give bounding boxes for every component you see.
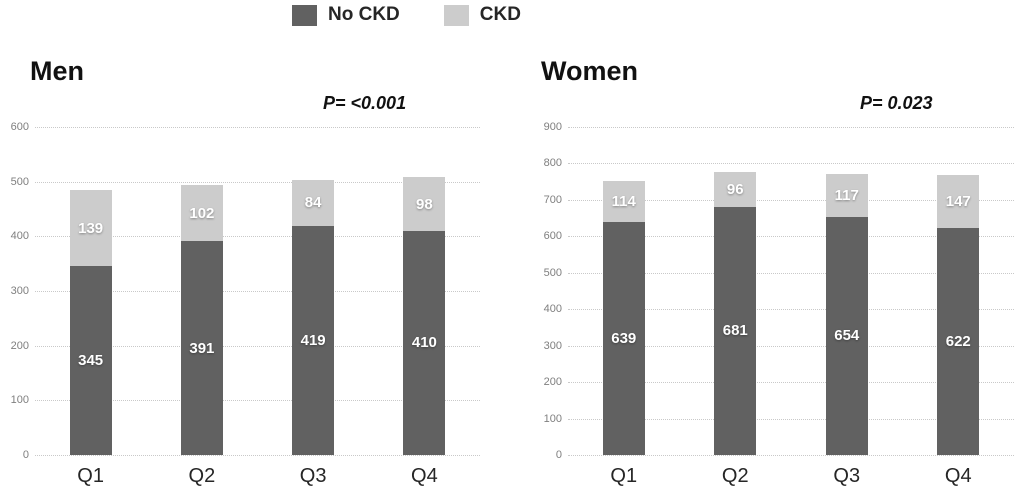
bar-segment-ckd: 147 — [937, 174, 980, 229]
legend-item-ckd: CKD — [443, 4, 521, 26]
bar-segment-ckd: 84 — [292, 180, 335, 226]
bar-segment-no-ckd: 345 — [69, 266, 112, 455]
bar-value-label: 419 — [300, 331, 326, 349]
y-axis-tick-label: 900 — [543, 121, 562, 133]
y-axis-tick-label: 100 — [10, 394, 29, 407]
gridline — [568, 236, 1014, 238]
y-axis-tick-label: 600 — [10, 121, 29, 133]
bar-segment-no-ckd: 654 — [825, 216, 868, 455]
bar-segment-no-ckd: 419 — [292, 225, 335, 455]
y-axis-tick-label: 800 — [543, 157, 562, 170]
legend-item-no-ckd: No CKD — [292, 4, 400, 26]
bar-value-label: 117 — [834, 186, 859, 204]
women-p-value: P= 0.023 — [860, 93, 933, 113]
bar-value-label: 147 — [945, 193, 971, 211]
bar-value-label: 139 — [78, 219, 104, 237]
bar-value-label: 410 — [411, 334, 437, 352]
y-axis-tick-label: 500 — [543, 266, 562, 279]
bar-segment-no-ckd: 410 — [403, 230, 446, 455]
y-axis-tick-label: 200 — [10, 339, 29, 352]
gridline — [35, 181, 480, 183]
gridline — [568, 418, 1014, 420]
gridline — [568, 163, 1014, 165]
y-axis-tick-label: 200 — [543, 376, 562, 389]
y-axis-tick-label: 300 — [10, 285, 29, 297]
y-axis-tick-label: 0 — [22, 449, 29, 461]
bar-segment-ckd: 96 — [714, 171, 757, 207]
x-axis-category-label: Q1 — [77, 465, 104, 487]
bar-segment-ckd: 98 — [403, 177, 446, 231]
gridline — [35, 345, 480, 347]
men-chart-plot-area: 0 100 200 300 400 500 600 345 139 Q1 391 102 Q2 419 84… — [11, 121, 480, 487]
gridline — [35, 127, 480, 128]
x-axis-category-label: Q2 — [721, 465, 749, 487]
bar-value-label: 114 — [611, 192, 636, 210]
bar-segment-ckd: 114 — [602, 180, 645, 223]
bar-segment-ckd: 102 — [180, 185, 223, 242]
legend-swatch-no-ckd — [292, 4, 317, 26]
gridline — [568, 199, 1014, 201]
bar-value-label: 84 — [304, 194, 322, 212]
gridline — [568, 345, 1014, 347]
bar-value-label: 391 — [189, 339, 215, 357]
y-axis-tick-label: 700 — [543, 193, 562, 206]
bar-value-label: 345 — [78, 352, 104, 370]
gridline — [568, 272, 1014, 274]
gridline — [35, 400, 480, 402]
gridline — [568, 455, 1014, 456]
legend-label-no-ckd: No CKD — [328, 4, 400, 25]
women-chart-title: Women — [541, 56, 639, 86]
bar-segment-ckd: 117 — [825, 174, 868, 217]
gridline — [568, 127, 1014, 128]
bar-value-label: 622 — [945, 333, 971, 351]
gridline — [35, 291, 480, 292]
bar-value-label: 639 — [611, 330, 637, 348]
bar-value-label: 102 — [189, 204, 215, 222]
gridline — [568, 309, 1014, 311]
gridline — [568, 382, 1014, 384]
y-axis-tick-label: 300 — [543, 339, 562, 352]
bar-value-label: 98 — [416, 195, 433, 213]
gridline — [35, 236, 480, 238]
gridline — [35, 455, 480, 456]
x-axis-category-label: Q1 — [610, 465, 638, 487]
x-axis-category-label: Q4 — [944, 465, 972, 487]
bar-segment-no-ckd: 681 — [714, 206, 757, 455]
bar-value-label: 654 — [834, 327, 860, 345]
bar-segment-no-ckd: 639 — [602, 222, 645, 455]
bar-value-label: 681 — [722, 322, 748, 340]
men-p-value: P= <0.001 — [323, 93, 407, 113]
x-axis-category-label: Q2 — [188, 465, 216, 487]
y-axis-tick-label: 500 — [10, 175, 29, 188]
y-axis-tick-label: 400 — [10, 230, 29, 243]
bar-segment-no-ckd: 391 — [180, 241, 223, 455]
bar-segment-no-ckd: 622 — [937, 228, 980, 455]
men-chart-title: Men — [30, 56, 84, 86]
legend-label-ckd: CKD — [479, 4, 521, 25]
chart-legend: No CKD CKD — [292, 4, 521, 26]
x-axis-category-label: Q4 — [411, 465, 438, 487]
legend-swatch-ckd — [443, 4, 469, 26]
bar-segment-ckd: 139 — [69, 190, 112, 267]
x-axis-category-label: Q3 — [299, 465, 327, 487]
y-axis-tick-label: 600 — [543, 230, 562, 243]
y-axis-tick-label: 0 — [555, 449, 562, 461]
x-axis-category-label: Q3 — [833, 465, 861, 487]
y-axis-tick-label: 100 — [543, 412, 562, 425]
women-chart-plot-area: 0 100 200 300 400 500 600 700 800 900 639 114 Q1 681 9… — [544, 121, 1014, 487]
y-axis-tick-label: 400 — [543, 303, 562, 316]
bar-value-label: 96 — [726, 180, 744, 198]
